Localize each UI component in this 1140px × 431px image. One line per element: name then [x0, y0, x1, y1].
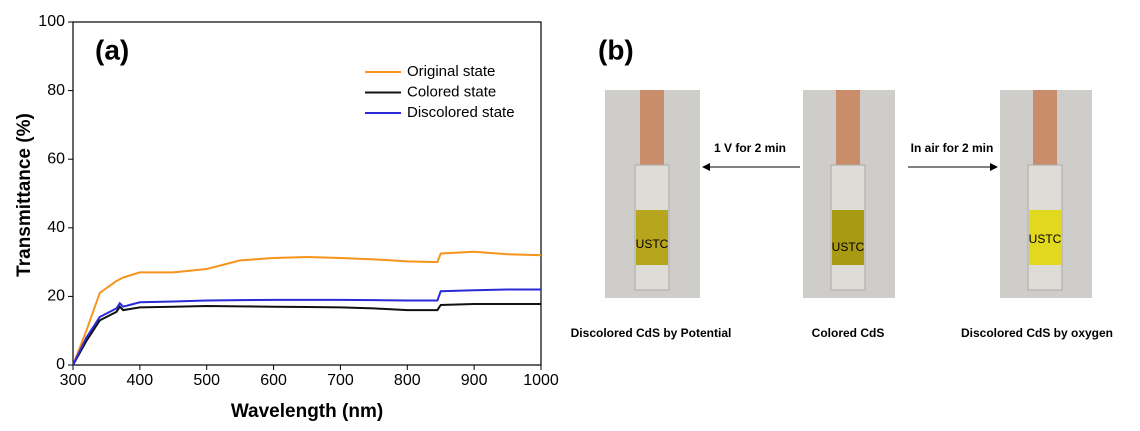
- arrow-label: In air for 2 min: [911, 141, 994, 155]
- legend-label: Discolored state: [407, 104, 515, 121]
- caption: Discolored CdS by oxygen: [961, 326, 1113, 340]
- x-axis-label: Wavelength (nm): [231, 401, 383, 422]
- legend-label: Original state: [407, 63, 495, 80]
- x-tick-label: 900: [461, 372, 488, 389]
- data-line: [72, 288, 541, 366]
- plot-frame: [72, 21, 542, 366]
- x-tick-label: 700: [327, 372, 354, 389]
- x-tick-label: 500: [193, 372, 220, 389]
- caption: Discolored CdS by Potential: [571, 326, 732, 340]
- watermark: USTC: [832, 240, 865, 254]
- x-tick-label: 400: [127, 372, 154, 389]
- arrow-label: 1 V for 2 min: [714, 141, 786, 155]
- x-tick-label: 300: [60, 372, 87, 389]
- data-line: [72, 250, 542, 366]
- legend-label: Colored state: [407, 83, 496, 100]
- x-tick-label: 800: [394, 372, 421, 389]
- y-tick-label: 40: [47, 219, 65, 236]
- panel-label: (a): [95, 34, 129, 65]
- y-axis-label: Transmittance (%): [14, 113, 35, 277]
- y-tick-label: 80: [47, 82, 65, 99]
- photo: USTC: [1000, 90, 1092, 298]
- panel-label: (b): [598, 34, 634, 65]
- watermark: USTC: [636, 237, 669, 251]
- x-tick-label: 1000: [523, 372, 559, 389]
- y-tick-label: 100: [38, 13, 65, 30]
- watermark: USTC: [1029, 232, 1062, 246]
- y-tick-label: 20: [47, 288, 65, 305]
- plot: 300 400 500 600 700 800 900 1000 0 20 40 60 80 100 Ori…: [38, 13, 559, 389]
- data-line: [72, 302, 541, 366]
- photo: USTC: [605, 90, 700, 298]
- y-tick-label: 0: [56, 356, 65, 373]
- x-tick-label: 600: [260, 372, 287, 389]
- y-tick-label: 60: [47, 150, 65, 167]
- caption: Colored CdS: [812, 326, 885, 340]
- photo: USTC: [803, 90, 895, 298]
